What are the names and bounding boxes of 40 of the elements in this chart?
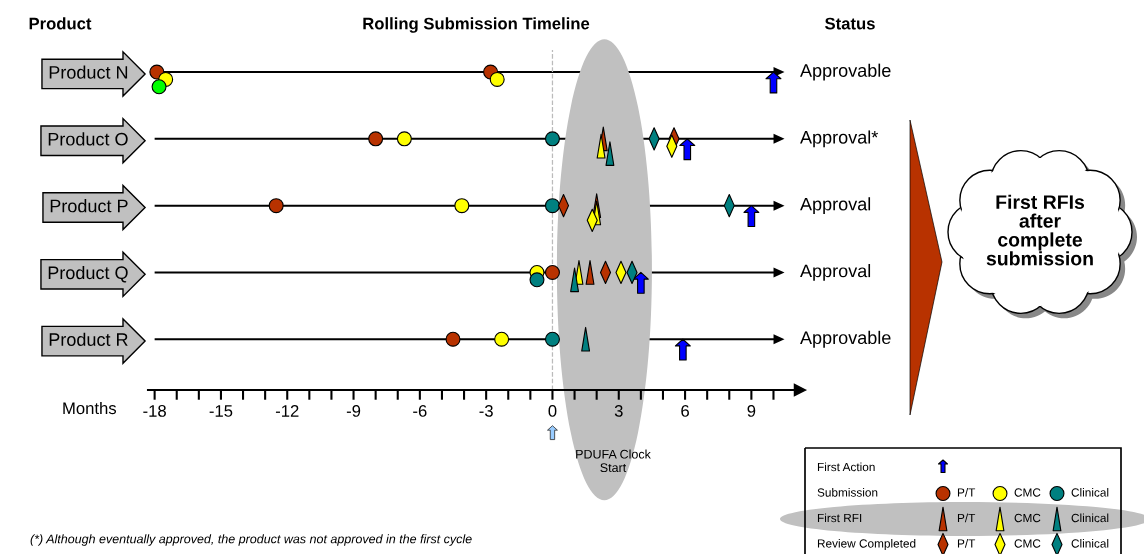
y2-tick-label: Approval [800,197,871,215]
legend-label: CMC [1014,539,1041,548]
x-tick-label: -18 [143,405,166,417]
text: Review Completed [817,539,916,550]
x-tick-label: 3 [614,405,623,417]
x-tick-label: -6 [413,405,427,417]
y-tick-label: Product P [50,199,128,213]
y2-tick-label: Approvable [800,63,891,81]
x-tick-label: -9 [346,405,361,417]
chart-title: Rolling Submission Timeline [363,17,590,33]
text: Submission [817,488,878,497]
legend-label: CMC [1014,513,1041,523]
y2-tick-label: Approval* [800,130,879,148]
x-tick-label: -3 [479,405,493,417]
legend-label: P/T [957,488,976,497]
x-tick-label: 0 [548,405,557,417]
legend-label: P/T [957,513,976,523]
x-tick-label: -12 [275,405,299,417]
text: First Action [817,462,875,472]
y2-tick-label: Approvable [800,330,891,348]
legend-label: P/T [957,539,976,548]
y-tick-label: Product N [49,65,128,79]
y-axis-title: Product [29,17,92,30]
x-tick-label: 6 [681,405,689,417]
legend-label: CMC [1014,488,1041,497]
y2-tick-label: Approval [800,264,871,281]
legend-label: Clinical [1071,539,1109,548]
text: First RFIs after complete submission [986,194,1093,266]
y-tick-label: Product Q [48,265,128,283]
legend-label: Clinical [1071,488,1109,497]
y-tick-label: Product O [48,132,128,146]
text: First RFI [817,513,862,523]
x-tick-label: 9 [747,405,756,417]
y-tick-label: Product R [49,332,128,346]
text: PDUFA Clock Start [576,449,651,473]
y2-axis-title: Status [825,17,875,30]
x-tick-label: -15 [209,405,233,417]
legend-label: Clinical [1071,513,1109,523]
text: (*) Although eventually approved, the product was not approved in the first cycle [30,534,472,546]
x-axis-title: Months [63,401,117,415]
